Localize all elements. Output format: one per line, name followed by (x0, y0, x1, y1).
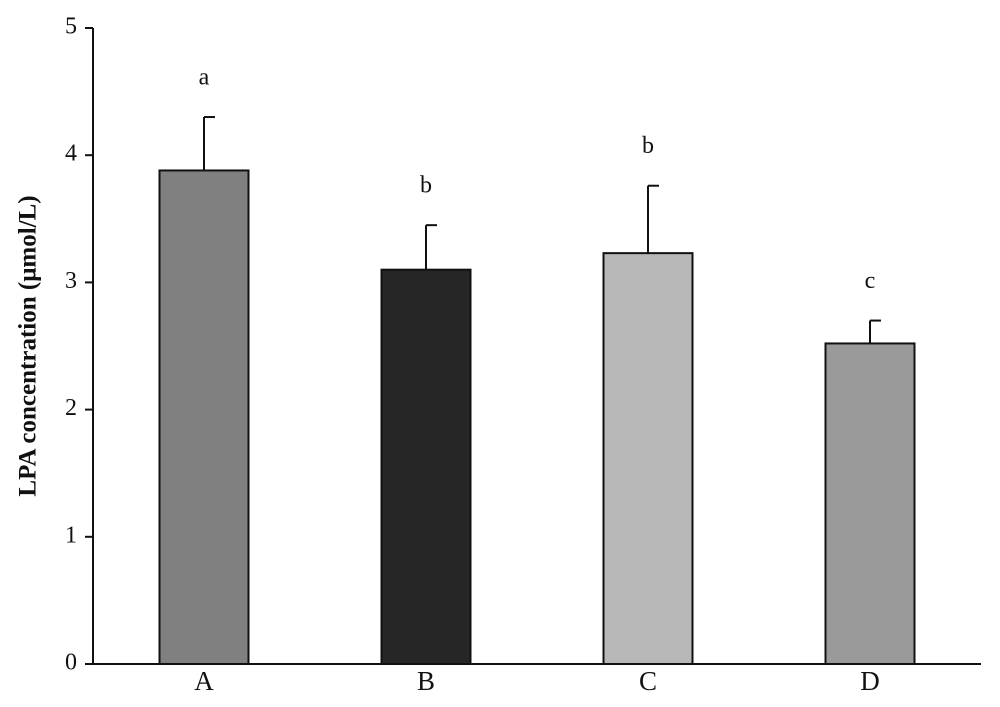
x-tick-label: C (639, 666, 657, 696)
y-tick-label: 5 (65, 14, 77, 40)
bar (602, 252, 694, 665)
y-tick-label: 1 (65, 522, 77, 548)
y-axis-label: LPA concentration (μmol/L) (15, 195, 42, 496)
error-bar (869, 319, 881, 344)
y-tick-label: 2 (65, 395, 77, 421)
bar (380, 268, 472, 665)
error-bar (203, 116, 215, 171)
x-tick-label: B (417, 666, 435, 696)
x-tick-label: A (194, 666, 214, 696)
y-tick-label: 3 (65, 268, 77, 294)
error-bar (425, 224, 437, 270)
significance-letter: b (420, 173, 432, 199)
significance-letter: c (865, 268, 876, 294)
error-bar (647, 184, 659, 254)
y-tick-label: 4 (65, 141, 77, 167)
y-tick-label: 0 (65, 650, 77, 676)
x-tick-label: D (860, 666, 880, 696)
bar (158, 169, 250, 666)
significance-letter: a (199, 65, 210, 91)
significance-letter: b (642, 133, 654, 159)
bar (824, 342, 916, 665)
